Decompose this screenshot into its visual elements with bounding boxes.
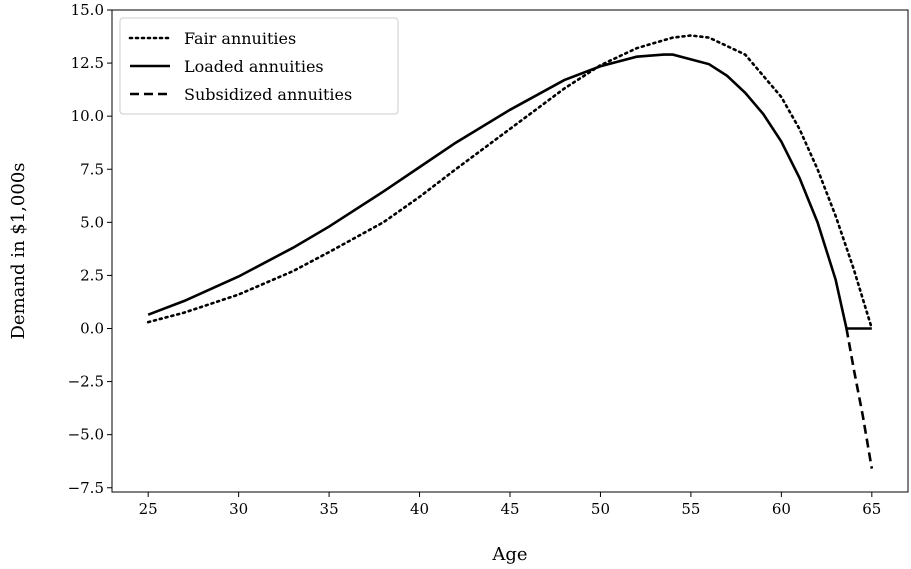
y-tick-label: 7.5 bbox=[80, 160, 104, 178]
x-tick-label: 50 bbox=[591, 500, 610, 518]
y-tick-label: −7.5 bbox=[68, 479, 104, 497]
series-line-fair-annuities bbox=[146, 34, 874, 330]
x-tick-label: 30 bbox=[229, 500, 248, 518]
y-axis-label: Demand in $1,000s bbox=[8, 162, 29, 339]
x-axis: 25 30 35 40 45 50 55 60 65 bbox=[139, 492, 881, 518]
y-tick-label: −2.5 bbox=[68, 373, 104, 391]
x-tick-label: 55 bbox=[681, 500, 700, 518]
y-tick-label: 10.0 bbox=[71, 107, 104, 125]
y-tick-label: 12.5 bbox=[71, 54, 104, 72]
legend-label: Subsidized annuities bbox=[184, 85, 352, 104]
legend-label: Loaded annuities bbox=[184, 57, 324, 76]
series-line-loaded-annuities bbox=[147, 53, 872, 330]
y-tick-label: 5.0 bbox=[80, 213, 104, 231]
y-tick-label: 0.0 bbox=[80, 320, 104, 338]
legend-box bbox=[119, 17, 399, 115]
plot-lines bbox=[146, 34, 874, 469]
y-tick-label: 15.0 bbox=[71, 1, 104, 19]
series-line-subsidized-annuities bbox=[845, 328, 874, 469]
legend: Fair annuities Loaded annuities Subsidized… bbox=[119, 17, 399, 115]
y-tick-label: −5.0 bbox=[68, 426, 104, 444]
x-tick-label: 45 bbox=[500, 500, 519, 518]
x-tick-label: 35 bbox=[320, 500, 339, 518]
x-tick-label: 40 bbox=[410, 500, 429, 518]
y-tick-label: 2.5 bbox=[80, 266, 104, 284]
y-axis: −7.5 −5.0 −2.5 0.0 2.5 5.0 7.5 10.0 12.5 15.0 bbox=[68, 1, 112, 497]
x-tick-label: 25 bbox=[139, 500, 158, 518]
x-axis-label: Age bbox=[491, 544, 527, 565]
x-tick-label: 60 bbox=[772, 500, 791, 518]
x-tick-label: 65 bbox=[862, 500, 881, 518]
legend-label: Fair annuities bbox=[184, 29, 296, 48]
